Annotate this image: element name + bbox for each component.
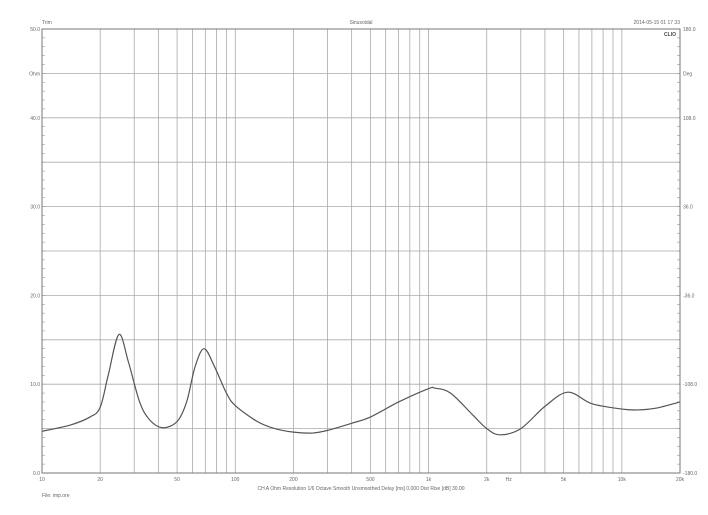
x-tick-label: 10k [618,477,627,483]
x-tick-label: 20k [676,477,685,483]
grid [42,29,680,473]
timestamp: 2014-05-15 01 17 33 [634,20,681,26]
x-tick-label: 500 [366,477,375,483]
x-tick-label: 2k [484,477,490,483]
y2-axis-unit-label: Deg [683,71,692,77]
y-tick-label: 40.0 [30,116,40,122]
x-tick-label: 100 [231,477,240,483]
y2-tick-label: -36.0 [683,293,695,299]
y-tick-label: 50.0 [30,27,40,33]
y2-tick-label: 180.0 [683,27,696,33]
plot-frame [41,28,681,474]
y2-tick-label: 36.0 [683,205,693,211]
x-tick-label: 50 [174,477,180,483]
x-tick-label: 200 [289,477,298,483]
y-tick-label: 30.0 [30,205,40,211]
x-tick-label: 10 [39,477,45,483]
clio-logo: CLIO [664,32,676,38]
y-tick-label: 0.0 [33,471,40,477]
y-axis-unit-label: Ohm [29,71,40,77]
header-left: Trim [42,20,52,26]
axis-labels: 50.0 40.0 30.0 20.0 10.0 0.0 180.0 108.0 36.0 -36… [29,27,697,483]
y2-tick-label: -108.0 [683,382,697,388]
x-axis-unit-label: Hz [506,477,513,483]
impedance-curve [41,333,681,436]
x-tick-label: 20 [97,477,103,483]
settings-info: CH A Ohm Resolution 1/6 Octave Smooth Un… [257,486,464,492]
y-tick-label: 20.0 [30,293,40,299]
y-tick-label: 10.0 [30,382,40,388]
chart-title: Sinusoidal [349,20,372,26]
y2-tick-label: 108.0 [683,116,696,122]
y2-tick-label: -180.0 [683,471,697,477]
x-tick-label: 5k [561,477,567,483]
file-name: File: imp.ore [42,493,70,499]
x-tick-label: 1k [426,477,432,483]
